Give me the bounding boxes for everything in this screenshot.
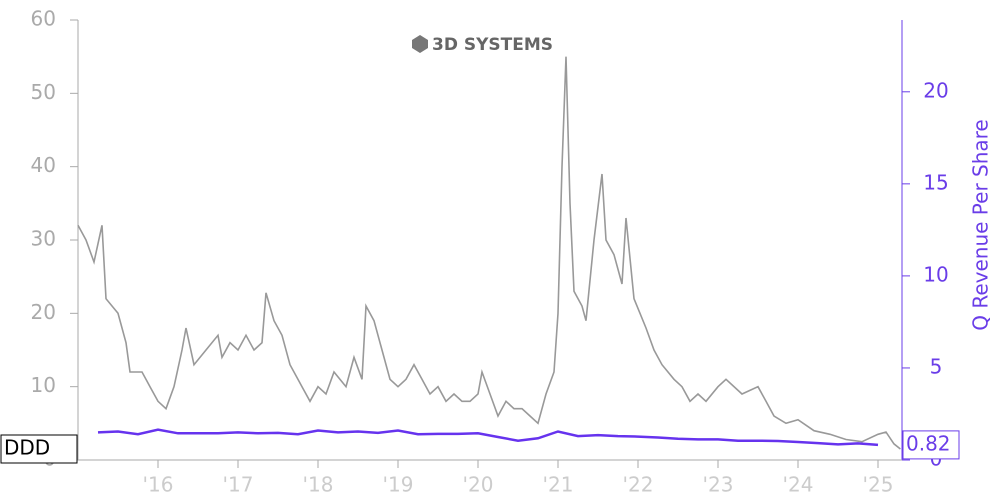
x-tick-label: '20 bbox=[463, 473, 494, 497]
x-tick-label: '19 bbox=[383, 473, 414, 497]
last-value-label: 0.82 bbox=[906, 431, 951, 455]
series-line bbox=[97, 428, 879, 447]
y2-tick-label: 10 bbox=[923, 262, 948, 286]
y-tick-label: 40 bbox=[31, 153, 56, 177]
x-tick-label: '22 bbox=[623, 473, 654, 497]
y2-axis-label: Q Revenue Per Share bbox=[969, 119, 993, 331]
logo: 3D SYSTEMS bbox=[412, 35, 553, 55]
y2-tick-label: 15 bbox=[923, 170, 948, 194]
y-tick-label: 60 bbox=[31, 7, 56, 31]
last-value-box bbox=[902, 430, 960, 460]
logo-icon bbox=[412, 35, 428, 53]
y-tick-label: 10 bbox=[31, 373, 56, 397]
x-tick-label: '16 bbox=[143, 473, 174, 497]
x-tick-label: '18 bbox=[303, 473, 334, 497]
x-tick-label: '23 bbox=[703, 473, 734, 497]
x-tick-label: '21 bbox=[543, 473, 574, 497]
series-line bbox=[77, 56, 901, 450]
x-tick-label: '24 bbox=[783, 473, 814, 497]
x-tick-label: '25 bbox=[863, 473, 894, 497]
logo-text: 3D SYSTEMS bbox=[432, 35, 553, 55]
y2-tick-label: 5 bbox=[930, 354, 943, 378]
series-label: DDD bbox=[4, 436, 50, 460]
y-tick-label: 20 bbox=[31, 300, 56, 324]
series-label-box bbox=[0, 434, 78, 464]
x-tick-label: '17 bbox=[223, 473, 254, 497]
y2-tick-label: 20 bbox=[923, 78, 948, 102]
y-tick-label: 30 bbox=[31, 227, 56, 251]
y-tick-label: 50 bbox=[31, 80, 56, 104]
